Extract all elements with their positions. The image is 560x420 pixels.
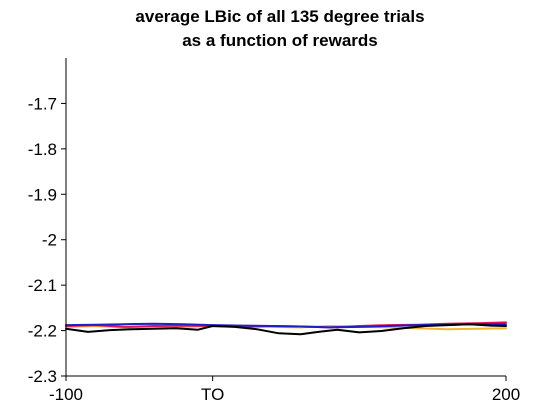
y-tick-label: -1.9 <box>28 185 57 204</box>
series-line-4 <box>65 323 507 336</box>
y-tick-label: -2.3 <box>28 367 57 386</box>
y-tick-label: -2 <box>42 231 57 250</box>
chart-title-line-1: average LBic of all 135 degree trials <box>135 7 424 26</box>
y-tick-label: -2.2 <box>28 322 57 341</box>
x-tick-label: 200 <box>492 385 520 404</box>
y-tick-label: -1.8 <box>28 140 57 159</box>
chart-title-line-2: as a function of rewards <box>182 31 378 50</box>
y-tick-label: -1.7 <box>28 94 57 113</box>
series-layer <box>65 321 507 336</box>
y-tick-label: -2.1 <box>28 276 57 295</box>
x-tick-label: -100 <box>49 385 83 404</box>
x-tick-label: TO <box>201 385 224 404</box>
axes-layer: -1.7 -1.8 -1.9 -2 -2.1 -2.2 -2.3-100 TO 200 <box>28 58 520 404</box>
